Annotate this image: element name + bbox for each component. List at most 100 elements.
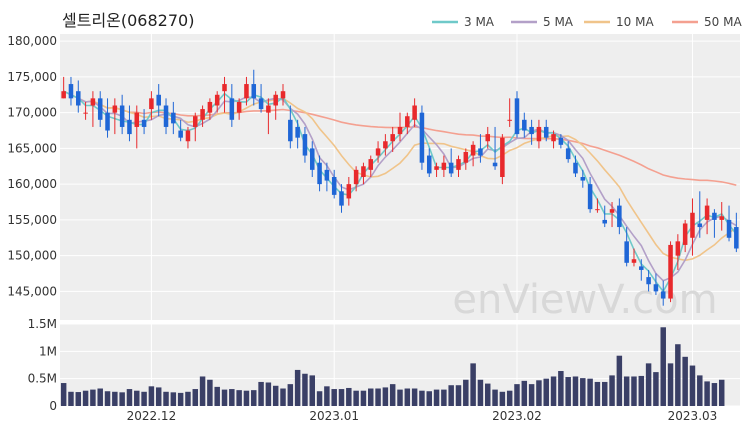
price-tick-label: 175,000: [7, 70, 57, 84]
volume-bar: [528, 384, 535, 406]
volume-bar: [623, 376, 630, 406]
price-tick-label: 170,000: [7, 106, 57, 120]
volume-bar: [397, 389, 403, 406]
candle-body: [353, 169, 359, 185]
volume-bar: [82, 390, 89, 406]
volume-bar: [382, 387, 389, 406]
volume-bar: [90, 389, 96, 406]
volume-axis: 1.5M 1M 0.5M 0: [28, 317, 57, 413]
candle-body: [573, 162, 578, 174]
candle-body: [514, 98, 520, 135]
volume-bar: [170, 392, 177, 406]
volume-bar: [689, 365, 696, 406]
volume-bar: [375, 388, 381, 406]
candle-body: [712, 212, 717, 220]
price-axis: 180,000 175,000 170,000 165,000 160,000 155,0…: [7, 34, 57, 298]
candle-body: [244, 84, 249, 99]
candle-body: [609, 209, 615, 213]
price-tick-label: 155,000: [7, 213, 57, 227]
candle-body: [112, 105, 118, 113]
candle-body: [397, 126, 403, 135]
candle-body: [295, 126, 300, 138]
volume-tick-label: 1M: [39, 344, 57, 358]
volume-bar: [60, 383, 67, 406]
volume-bar: [294, 369, 301, 406]
chart-title: 셀트리온(068270): [62, 11, 194, 30]
volume-bar: [243, 390, 250, 406]
candle-body: [419, 112, 425, 163]
candle-body: [668, 244, 673, 299]
candle-body: [273, 94, 278, 106]
candle-body: [675, 241, 681, 256]
candle-body: [68, 84, 74, 99]
candle-body: [543, 126, 549, 138]
volume-bar: [587, 378, 593, 406]
ma-5-line: [63, 90, 737, 282]
x-tick-label: 2023.01: [309, 409, 359, 423]
x-axis: 2022.12 2023.01 2023.02 2023.03: [127, 409, 718, 423]
volume-bar: [331, 389, 337, 406]
volume-bar: [470, 363, 476, 406]
volume-bar: [660, 327, 666, 406]
candle-body: [163, 105, 169, 127]
candle-body: [595, 209, 600, 211]
volume-bar: [455, 385, 462, 406]
candle-body: [551, 134, 556, 142]
volume-bar: [353, 390, 359, 406]
legend: 3 MA 5 MA 10 MA 50 MA: [432, 15, 742, 29]
candle-body: [375, 148, 381, 156]
candle-body: [127, 119, 132, 135]
candle-body: [390, 134, 395, 142]
volume-bar: [258, 381, 264, 406]
volume-bar: [558, 371, 564, 406]
volume-bar: [272, 385, 279, 406]
candle-body: [309, 148, 315, 170]
price-tick-label: 150,000: [7, 249, 57, 263]
volume-bar: [711, 383, 718, 406]
volume-bar: [214, 386, 220, 406]
candle-body: [119, 105, 125, 127]
volume-bar: [185, 391, 191, 406]
volume-bars: [60, 327, 725, 406]
candle-body: [134, 112, 140, 127]
candle-body: [266, 105, 271, 113]
candle-body: [229, 98, 235, 120]
candle-body: [185, 130, 191, 142]
volume-bar: [324, 386, 330, 406]
volume-bar: [565, 377, 571, 406]
volume-bar: [75, 392, 82, 406]
volume-bar: [207, 379, 213, 406]
candle-body: [214, 94, 220, 106]
volume-bar: [97, 388, 103, 406]
volume-bar: [485, 383, 491, 406]
volume-tick-label: 0.5M: [28, 372, 57, 386]
watermark: enViewV.com: [452, 277, 717, 323]
candle-body: [682, 223, 688, 245]
legend-label: 50 MA: [704, 15, 742, 29]
volume-bar: [521, 380, 528, 406]
candle-body: [361, 166, 366, 177]
candle-body: [412, 105, 417, 120]
volume-bar: [346, 387, 352, 406]
volume-bar: [697, 375, 703, 406]
candle-body: [251, 84, 257, 99]
candle-body: [288, 119, 293, 142]
candle-body: [90, 98, 96, 106]
volume-bar: [441, 389, 447, 406]
legend-label: 10 MA: [616, 15, 654, 29]
candle-body: [492, 162, 498, 167]
volume-bar: [236, 390, 242, 406]
candle-body: [317, 162, 322, 185]
volume-bar: [704, 381, 710, 406]
volume-bar: [141, 391, 147, 406]
candle-body: [507, 119, 512, 121]
volume-bar: [594, 381, 601, 406]
candle-body: [478, 148, 483, 156]
candle-body: [339, 191, 344, 206]
volume-bar: [536, 380, 542, 406]
candle-body: [631, 259, 637, 263]
candle-body: [97, 98, 103, 120]
candle-body: [639, 266, 644, 270]
candle-body: [346, 184, 352, 199]
price-tick-label: 165,000: [7, 141, 57, 155]
